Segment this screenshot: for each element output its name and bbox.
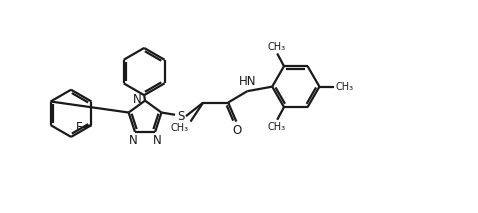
Text: CH₃: CH₃ bbox=[170, 123, 188, 133]
Text: CH₃: CH₃ bbox=[336, 82, 354, 92]
Text: N: N bbox=[129, 134, 138, 147]
Text: HN: HN bbox=[239, 75, 256, 88]
Text: N: N bbox=[133, 93, 141, 106]
Text: F: F bbox=[76, 121, 82, 134]
Text: CH₃: CH₃ bbox=[267, 42, 285, 52]
Text: O: O bbox=[233, 124, 242, 137]
Text: N: N bbox=[152, 134, 162, 147]
Text: CH₃: CH₃ bbox=[267, 122, 285, 132]
Text: S: S bbox=[177, 110, 184, 123]
